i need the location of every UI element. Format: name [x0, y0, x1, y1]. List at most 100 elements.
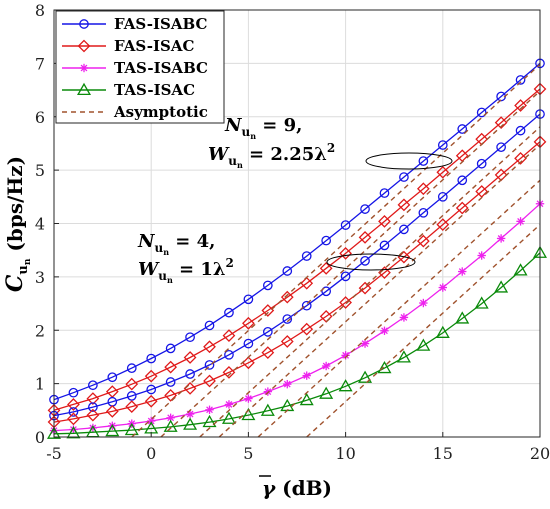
series-3-point-13	[300, 322, 314, 336]
series-5-point-1	[66, 426, 81, 439]
series-4-point-21-stroke-3	[458, 268, 466, 275]
series-2-point-13	[301, 300, 312, 311]
series-5-point-24	[513, 263, 528, 276]
legend-marker-0	[79, 19, 89, 29]
y-tick-label-4: 4	[35, 215, 45, 234]
annot-n9-eq: = 9,	[256, 115, 302, 136]
annot-n9-sub: u	[241, 125, 250, 139]
series-2-point-22	[476, 158, 487, 169]
series-8-asymptotic	[199, 126, 541, 438]
series-1-point-17	[378, 214, 391, 228]
series-line-10	[257, 179, 541, 438]
legend-label-1: FAS-ISAC	[114, 37, 195, 55]
y-tick-label-6: 6	[35, 108, 45, 127]
series-4-point-23-stroke-3	[497, 235, 505, 242]
series-5-point-7	[183, 417, 198, 430]
series-2-point-17	[379, 240, 390, 251]
series-3-point-19	[416, 234, 430, 248]
y-tick-label-5: 5	[35, 161, 45, 180]
y-tick-label-8: 8	[35, 1, 45, 20]
series-3-point-9	[222, 366, 236, 379]
series-0-point-12	[282, 266, 293, 276]
series-5-point-10	[241, 407, 256, 421]
series-4-point-5-stroke-3	[147, 417, 155, 425]
annotation-n9: Nun = 9, Wun = 2.25λ2	[208, 115, 453, 170]
series-5-point-18	[396, 350, 411, 363]
series-4-point-17	[380, 326, 389, 335]
series-1-point-18	[397, 198, 411, 212]
series-line-9	[218, 143, 541, 438]
series-5-point-14	[319, 386, 334, 399]
series-1-point-9	[222, 329, 236, 342]
series-0-point-6	[165, 343, 176, 354]
series-1-point-10	[242, 316, 255, 330]
y-tick-label-7: 7	[35, 54, 45, 73]
series-4-point-23	[496, 234, 506, 243]
series-4-point-17-stroke-3	[381, 327, 388, 335]
series-0-point-17	[379, 188, 390, 198]
series-2-point-20	[437, 191, 448, 202]
series-2-point-4	[126, 391, 137, 401]
series-4-point-24-stroke-3	[517, 217, 524, 225]
annot-n4-subsub: n	[163, 247, 169, 257]
series-3-point-10	[242, 356, 255, 370]
series-4-point-15-stroke-3	[342, 351, 349, 359]
series-0-fas-isabc	[49, 58, 545, 405]
series-2-point-1	[68, 407, 79, 417]
series-4-point-9	[224, 400, 234, 409]
series-4-point-18-stroke-3	[400, 314, 408, 321]
series-0-point-10	[243, 294, 254, 305]
series-5-point-3	[105, 423, 120, 437]
legend-label-2: TAS-ISABC	[114, 59, 208, 77]
series-4-point-8-stroke-3	[206, 406, 213, 414]
series-10-asymptotic	[257, 179, 541, 438]
series-0-point-21	[457, 124, 468, 134]
legend-label-3: TAS-ISAC	[114, 81, 195, 99]
annot-n9-subsub: n	[250, 131, 256, 141]
x-tick-label-2: 5	[243, 444, 253, 463]
series-line-11	[306, 224, 541, 438]
series-9-asymptotic	[218, 143, 541, 438]
series-3-point-21	[455, 201, 469, 215]
series-0-point-5	[146, 353, 157, 364]
legend-label-4: Asymptotic	[113, 103, 208, 121]
series-1-point-14	[319, 261, 333, 275]
series-5-tas-isac	[46, 245, 548, 439]
series-line-8	[199, 126, 541, 438]
series-2-point-21	[457, 175, 468, 186]
series-3-point-2	[86, 408, 100, 422]
annot-n4-var: N	[137, 231, 156, 252]
series-4-point-22	[477, 251, 486, 260]
series-3-point-4	[125, 400, 139, 413]
data-layer	[46, 58, 548, 439]
y-axis-label-symbol: C	[2, 274, 28, 292]
series-4-point-10	[244, 394, 253, 403]
series-3-point-1	[67, 412, 80, 426]
series-4-point-16-stroke-3	[361, 340, 369, 347]
series-5-point-19	[416, 338, 431, 351]
series-3-point-18	[397, 250, 411, 264]
series-1-point-2	[86, 392, 100, 405]
legend-label-0: FAS-ISABC	[114, 15, 207, 33]
annot-n9-eq2: = 2.25λ	[243, 144, 327, 165]
series-1-point-15	[339, 247, 352, 260]
series-5-point-17	[377, 360, 392, 374]
series-2-point-11	[262, 327, 273, 337]
annot-n9-sup2: 2	[327, 141, 335, 155]
series-4-point-19	[419, 298, 428, 308]
svg-text:Wun = 1λ2: Wun = 1λ2	[138, 256, 234, 285]
series-4-point-7-stroke-3	[186, 410, 194, 418]
series-0-point-3	[107, 372, 118, 383]
series-1-point-19	[416, 182, 430, 196]
series-2-point-16	[360, 256, 370, 266]
series-5-point-20	[435, 325, 450, 338]
series-4-point-24	[516, 217, 525, 226]
annot-n9-subsub2: n	[237, 160, 243, 170]
series-1-point-16	[358, 230, 372, 244]
series-3-point-14	[319, 309, 333, 323]
series-0-point-13	[301, 251, 312, 261]
series-1-fas-isac	[47, 82, 547, 417]
series-4-point-14-stroke-3	[322, 362, 330, 370]
series-4-point-22-stroke-3	[478, 252, 486, 259]
